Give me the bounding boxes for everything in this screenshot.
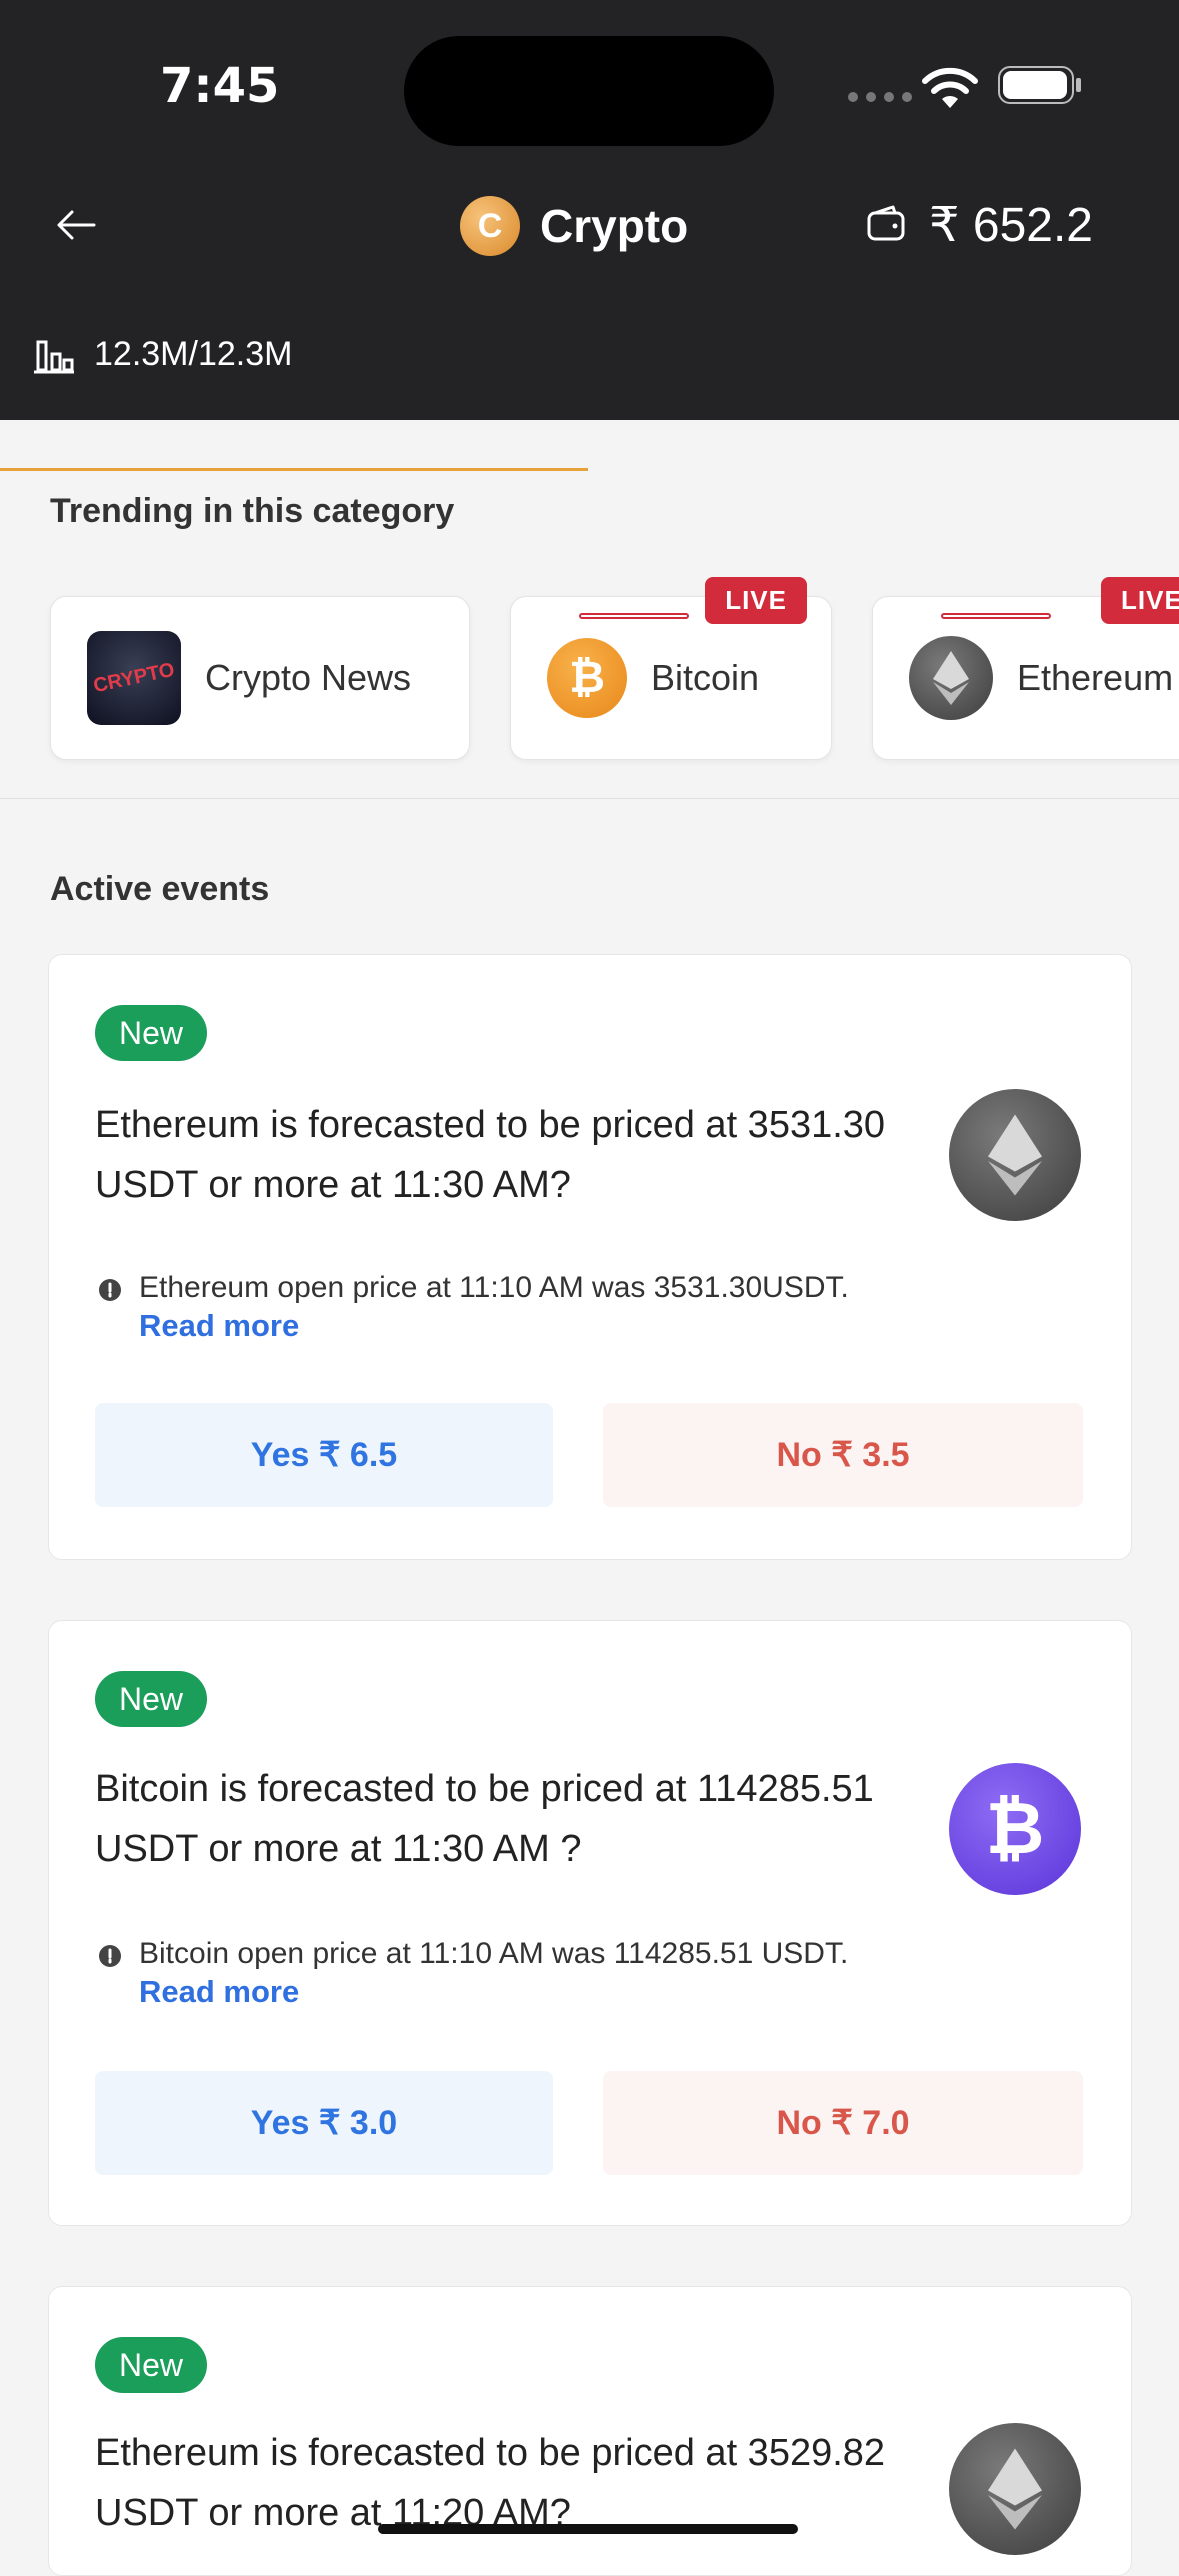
yes-button[interactable]: Yes ₹ 6.5 — [95, 1403, 553, 1507]
new-badge: New — [95, 1671, 207, 1727]
arrow-left-icon — [57, 210, 96, 240]
page-title: Crypto — [540, 200, 689, 252]
trending-title: Trending in this category — [50, 492, 455, 530]
trending-card-bitcoin[interactable]: LIVE ₿ Bitcoin — [510, 577, 832, 760]
wallet-amount: ₹ 652.2 — [929, 199, 1093, 252]
event-card[interactable]: New Ethereum is forecasted to be priced … — [48, 954, 1132, 1560]
read-more-link[interactable]: Read more — [139, 1308, 300, 1343]
yes-button[interactable]: Yes ₹ 3.0 — [95, 2071, 553, 2175]
crypto-news-thumbnail: CRYPTO — [87, 631, 181, 725]
info-icon — [99, 1279, 121, 1301]
live-indicator-line — [579, 613, 689, 619]
event-info-text: Ethereum open price at 11:10 AM was 3531… — [139, 1271, 849, 1304]
active-events-title: Active events — [50, 870, 270, 908]
bitcoin-icon: ₿ — [547, 638, 627, 718]
new-badge: New — [95, 1005, 207, 1061]
event-info: Ethereum open price at 11:10 AM was 3531… — [95, 1269, 1085, 1345]
read-more-link[interactable]: Read more — [139, 1974, 300, 2009]
volume-row: 12.3M/12.3M — [30, 332, 292, 376]
live-badge: LIVE — [1101, 577, 1179, 624]
trending-card-crypto-news[interactable]: CRYPTO Crypto News — [50, 596, 470, 760]
event-info: Bitcoin open price at 11:10 AM was 11428… — [95, 1935, 1085, 2011]
home-indicator[interactable] — [378, 2524, 798, 2534]
no-button[interactable]: No ₹ 3.5 — [603, 1403, 1083, 1507]
volume-text: 12.3M/12.3M — [94, 334, 293, 373]
battery-cap — [1076, 78, 1081, 92]
status-time: 7:45 — [160, 58, 280, 114]
crypto-coin-icon: C — [460, 196, 520, 256]
event-info-text: Bitcoin open price at 11:10 AM was 11428… — [139, 1937, 849, 1970]
event-card[interactable]: New Bitcoin is forecasted to be priced a… — [48, 1620, 1132, 2226]
bitcoin-icon: ₿ — [949, 1763, 1081, 1895]
section-divider — [0, 798, 1179, 799]
trending-card-label: Bitcoin — [651, 657, 760, 698]
signal-dots-icon — [848, 92, 912, 102]
ethereum-icon — [949, 1089, 1081, 1221]
live-indicator-line — [941, 613, 1051, 619]
live-badge: LIVE — [705, 577, 807, 624]
wallet-balance-button[interactable]: ₹ 652.2 — [826, 160, 1132, 290]
dynamic-island — [404, 36, 774, 146]
battery-icon — [998, 66, 1074, 104]
event-card[interactable]: New Ethereum is forecasted to be priced … — [48, 2286, 1132, 2576]
wifi-icon — [922, 67, 978, 108]
ethereum-icon — [949, 2423, 1081, 2555]
trending-card-label: Ethereum — [1017, 657, 1174, 698]
no-button[interactable]: No ₹ 7.0 — [603, 2071, 1083, 2175]
ethereum-icon — [909, 636, 993, 720]
wallet-icon — [867, 205, 905, 241]
back-button[interactable] — [24, 158, 128, 292]
event-question: Ethereum is forecasted to be priced at 3… — [95, 1104, 886, 1206]
event-question: Ethereum is forecasted to be priced at 3… — [95, 2432, 886, 2534]
page-title-group: C Crypto — [460, 196, 688, 256]
bar-chart-icon — [34, 340, 74, 374]
trending-card-label: Crypto News — [205, 657, 412, 698]
section-accent-line — [0, 468, 588, 471]
event-question: Bitcoin is forecasted to be priced at 11… — [95, 1768, 874, 1870]
info-icon — [99, 1945, 121, 1967]
trending-card-ethereum[interactable]: LIVE Ethereum — [872, 577, 1179, 760]
new-badge: New — [95, 2337, 207, 2393]
